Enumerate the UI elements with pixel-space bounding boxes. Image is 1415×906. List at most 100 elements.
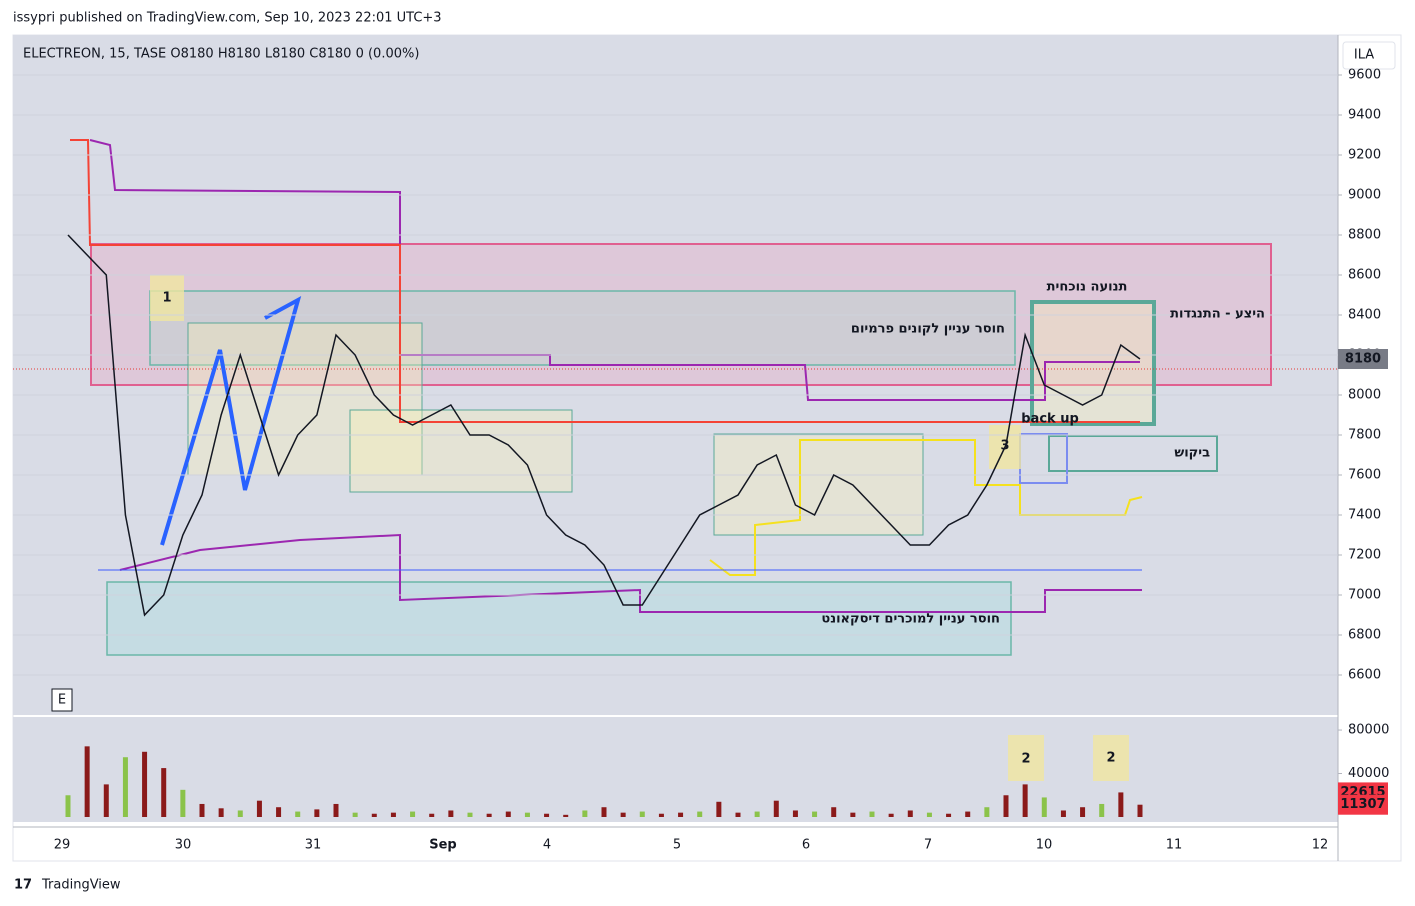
zone (349, 409, 573, 493)
x-tick-label: 11 (1166, 838, 1183, 853)
annotation: היצע - התנגדות (1170, 307, 1265, 322)
x-tick-label: 30 (175, 838, 192, 853)
x-tick-label: 6 (802, 838, 810, 853)
volume-bar (199, 803, 205, 817)
y-tick-label: 9400 (1348, 108, 1381, 123)
annotation: 2 (1106, 751, 1115, 766)
currency[interactable]: ILA (1354, 48, 1374, 63)
y-tick-label: 7000 (1348, 588, 1381, 603)
volume-bar (1041, 797, 1047, 817)
price-badge (1338, 349, 1388, 369)
volume-bar (1118, 792, 1124, 817)
y-tick-label: 7800 (1348, 428, 1381, 443)
volume-bar (658, 813, 664, 817)
volume-bar (792, 810, 798, 817)
volume-bar (773, 800, 779, 817)
volume-bar (888, 813, 894, 817)
volume-label: 11307 (1340, 797, 1385, 812)
volume-bar (295, 811, 301, 817)
y-tick-label: 9600 (1348, 68, 1381, 83)
volume-bar (410, 811, 416, 817)
y-tick-label: 7600 (1348, 468, 1381, 483)
volume-bar (256, 800, 262, 817)
annotation: back up (1021, 412, 1079, 427)
y-tick-label: 6800 (1348, 628, 1381, 643)
volume-bar (180, 789, 186, 817)
y-tick-label: 7200 (1348, 548, 1381, 563)
volume-bar (486, 813, 492, 817)
y-tick-label: 40000 (1348, 766, 1389, 781)
volume-bar (161, 768, 167, 817)
volume-bar (754, 811, 760, 817)
legend: ELECTREON, 15, TASE O8180 H8180 L8180 C8… (23, 47, 419, 62)
volume-bar (1080, 807, 1086, 817)
volume-bar (524, 812, 530, 817)
volume-bar (850, 812, 856, 817)
volume-bar (735, 812, 741, 817)
volume-bar (390, 812, 396, 817)
volume-bar (984, 807, 990, 817)
x-tick-label: 7 (924, 838, 932, 853)
volume-bar (505, 811, 511, 817)
volume-badge (1338, 794, 1388, 815)
volume-bar (563, 814, 569, 817)
volume-bar (448, 810, 454, 817)
volume-bar (218, 808, 224, 817)
volume-bar (333, 803, 339, 817)
event-badge[interactable] (51, 688, 73, 712)
annotation: תנועה נוכחית (1047, 280, 1128, 295)
footer: TradingView (41, 878, 121, 893)
volume-bar (467, 812, 473, 817)
y-tick-label: 9200 (1348, 148, 1381, 163)
volume-bar (237, 810, 243, 817)
volume-bar (103, 784, 109, 817)
volume-bar (65, 795, 71, 817)
annotation: ביקוש (1174, 446, 1210, 461)
y-tick-label: 7400 (1348, 508, 1381, 523)
volume-bar (831, 807, 837, 817)
y-tick-label: 8000 (1348, 388, 1381, 403)
volume-bar (946, 813, 952, 817)
volume-bar (639, 811, 645, 817)
volume-bar (276, 807, 282, 817)
drawings (13, 74, 1338, 781)
volume-bar (142, 751, 148, 817)
event-label[interactable]: E (58, 693, 66, 708)
volume-bar (812, 811, 818, 817)
last-price: 8180 (1345, 352, 1381, 367)
x-tick-label: 4 (543, 838, 551, 853)
zone (713, 433, 924, 536)
volume-bar (429, 813, 435, 817)
volume-bar (907, 810, 913, 817)
y-tick-label: 80000 (1348, 723, 1389, 738)
logo-mark: 17 (14, 878, 32, 893)
x-tick-label: 5 (673, 838, 681, 853)
volume-bar (122, 757, 128, 817)
y-tick-label: 6600 (1348, 668, 1381, 683)
label-bg (1093, 735, 1129, 781)
volume-bar (582, 810, 588, 817)
y-tick-label: 8600 (1348, 268, 1381, 283)
volume-bar (352, 812, 358, 817)
x-tick-label: 29 (54, 838, 71, 853)
volume-bar (678, 812, 684, 817)
volume-bar (1003, 795, 1009, 817)
volume-bar (601, 807, 607, 817)
volume-bar (314, 809, 320, 817)
x-tick-label: 31 (305, 838, 322, 853)
annotation: 2 (1021, 752, 1030, 767)
y-tick-label: 8400 (1348, 308, 1381, 323)
volume-bar (1022, 784, 1028, 817)
currency-button[interactable] (1342, 41, 1396, 70)
label-bg (1008, 735, 1044, 781)
volume-bar (716, 801, 722, 817)
zone (1048, 435, 1218, 472)
volume-bar (1099, 803, 1105, 817)
volume-bar (84, 746, 90, 817)
volume-bar (620, 812, 626, 817)
price-line (67, 234, 1141, 617)
volume-bar (544, 813, 550, 817)
volume-bar (371, 813, 377, 817)
volume-bar (869, 811, 875, 817)
